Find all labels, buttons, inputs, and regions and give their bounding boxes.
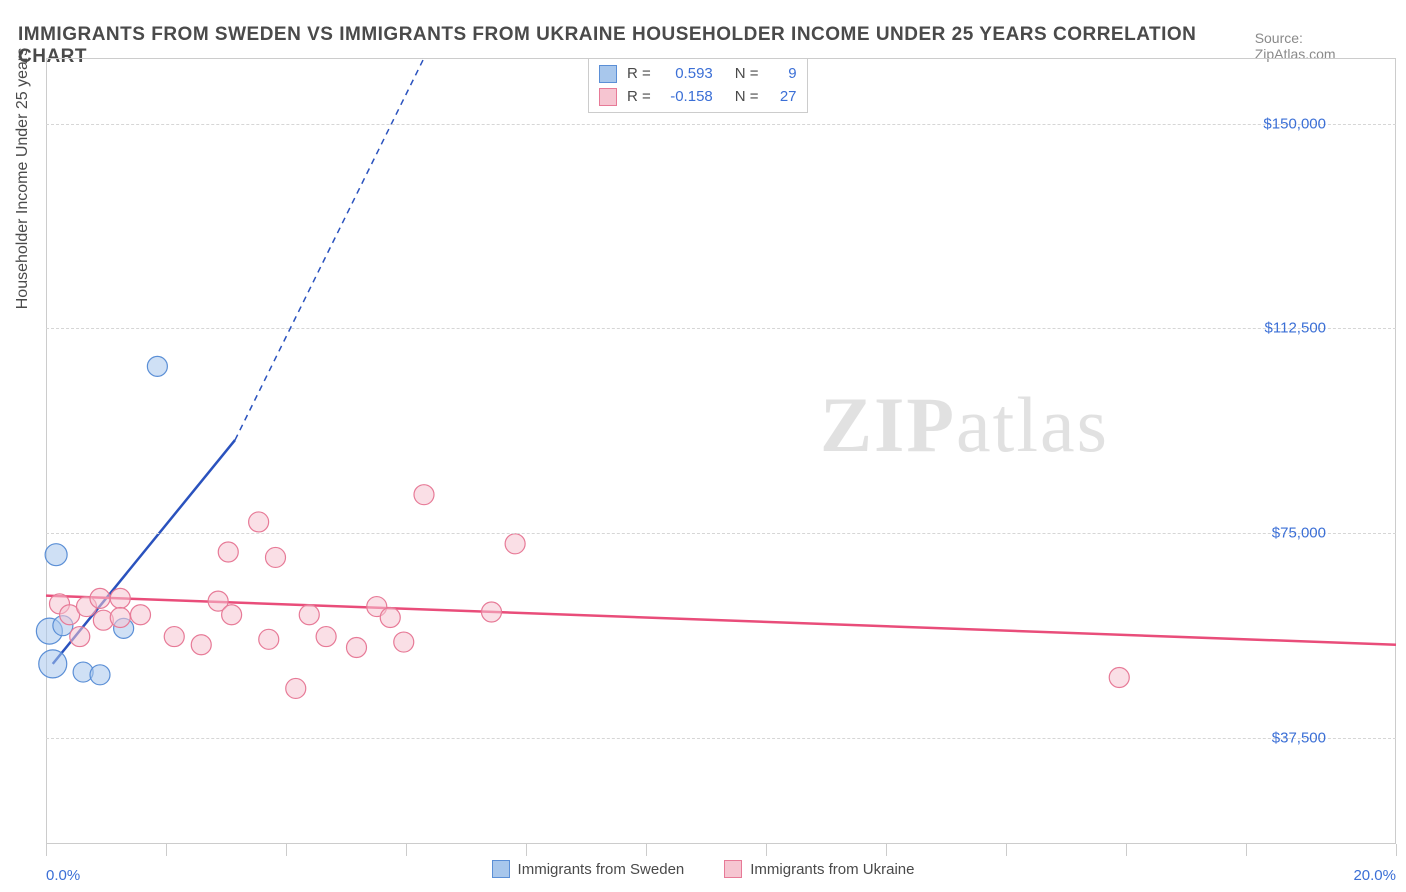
x-tick (1396, 844, 1397, 856)
gridline-horizontal (46, 124, 1396, 125)
data-point (110, 588, 130, 608)
legend-item: Immigrants from Sweden (492, 860, 685, 878)
regression-line (46, 596, 1396, 645)
data-point (266, 547, 286, 567)
stat-n-label: N = (735, 86, 759, 109)
data-point (131, 605, 151, 625)
legend-item: Immigrants from Ukraine (724, 860, 914, 878)
data-point (286, 678, 306, 698)
stat-r-value: -0.158 (661, 86, 713, 109)
legend-row: R = 0.593 N = 9 (599, 63, 797, 86)
legend-swatch (492, 860, 510, 878)
y-tick-label: $75,000 (1272, 524, 1326, 541)
data-point (394, 632, 414, 652)
data-point (70, 627, 90, 647)
x-tick (766, 844, 767, 856)
x-tick (1246, 844, 1247, 856)
regression-line-extrapolated (235, 58, 424, 440)
data-point (259, 629, 279, 649)
data-point (505, 534, 525, 554)
data-point (249, 512, 269, 532)
legend-label: Immigrants from Sweden (518, 861, 685, 878)
data-point (482, 602, 502, 622)
data-point (39, 650, 67, 678)
data-point (414, 485, 434, 505)
data-point (110, 607, 130, 627)
gridline-horizontal (46, 533, 1396, 534)
data-point (380, 607, 400, 627)
correlation-legend: R = 0.593 N = 9 R = -0.158 N = 27 (588, 58, 808, 113)
legend-swatch (724, 860, 742, 878)
stat-n-label: N = (735, 63, 759, 86)
data-point (191, 635, 211, 655)
stat-r-label: R = (627, 63, 651, 86)
x-tick (406, 844, 407, 856)
y-tick-label: $112,500 (1265, 320, 1326, 337)
x-tick (1006, 844, 1007, 856)
data-point (90, 588, 110, 608)
gridline-horizontal (46, 738, 1396, 739)
legend-label: Immigrants from Ukraine (750, 861, 914, 878)
gridline-horizontal (46, 328, 1396, 329)
data-point (316, 627, 336, 647)
stat-n-value: 27 (769, 86, 797, 109)
stat-n-value: 9 (769, 63, 797, 86)
stat-r-label: R = (627, 86, 651, 109)
stat-r-value: 0.593 (661, 63, 713, 86)
data-point (164, 627, 184, 647)
data-point (147, 356, 167, 376)
plot-svg (46, 58, 1396, 844)
y-tick-label: $150,000 (1263, 115, 1326, 132)
x-tick (46, 844, 47, 856)
legend-row: R = -0.158 N = 27 (599, 86, 797, 109)
data-point (218, 542, 238, 562)
x-tick (886, 844, 887, 856)
data-point (222, 605, 242, 625)
data-point (1109, 668, 1129, 688)
y-tick-label: $37,500 (1272, 729, 1326, 746)
data-point (45, 544, 67, 566)
data-point (347, 638, 367, 658)
legend-swatch (599, 88, 617, 106)
series-legend: Immigrants from Sweden Immigrants from Uk… (0, 860, 1406, 878)
x-tick (526, 844, 527, 856)
plot-area: $37,500$75,000$112,500$150,0000.0%20.0% (46, 58, 1396, 844)
x-tick (286, 844, 287, 856)
y-axis-label: Householder Income Under 25 years (14, 48, 32, 309)
legend-swatch (599, 65, 617, 83)
x-tick (1126, 844, 1127, 856)
data-point (90, 665, 110, 685)
x-tick (646, 844, 647, 856)
x-tick (166, 844, 167, 856)
data-point (299, 605, 319, 625)
